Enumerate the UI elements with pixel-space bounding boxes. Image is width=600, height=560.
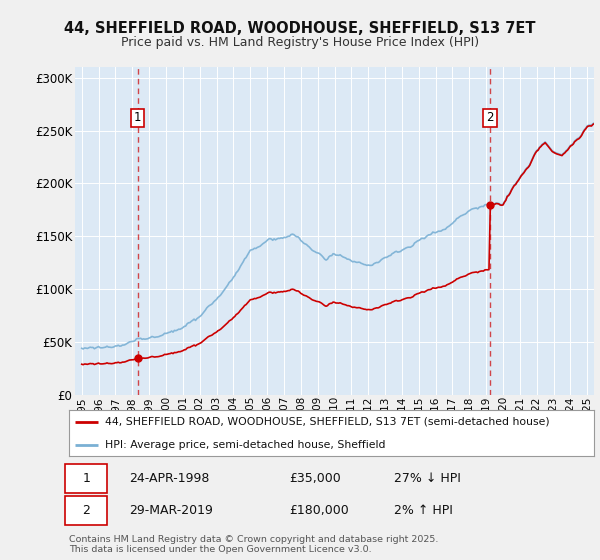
Text: £180,000: £180,000	[290, 504, 349, 517]
Text: HPI: Average price, semi-detached house, Sheffield: HPI: Average price, semi-detached house,…	[105, 440, 385, 450]
Text: 29-MAR-2019: 29-MAR-2019	[130, 504, 213, 517]
Text: 24-APR-1998: 24-APR-1998	[130, 472, 210, 486]
Text: 1: 1	[82, 472, 90, 486]
Text: 2: 2	[82, 504, 90, 517]
FancyBboxPatch shape	[65, 464, 107, 493]
Text: 2% ↑ HPI: 2% ↑ HPI	[395, 504, 454, 517]
Text: Price paid vs. HM Land Registry's House Price Index (HPI): Price paid vs. HM Land Registry's House …	[121, 36, 479, 49]
Text: 44, SHEFFIELD ROAD, WOODHOUSE, SHEFFIELD, S13 7ET (semi-detached house): 44, SHEFFIELD ROAD, WOODHOUSE, SHEFFIELD…	[105, 417, 550, 427]
Text: 1: 1	[134, 111, 141, 124]
Text: £35,000: £35,000	[290, 472, 341, 486]
Text: 27% ↓ HPI: 27% ↓ HPI	[395, 472, 461, 486]
Text: 44, SHEFFIELD ROAD, WOODHOUSE, SHEFFIELD, S13 7ET: 44, SHEFFIELD ROAD, WOODHOUSE, SHEFFIELD…	[64, 21, 536, 36]
Text: Contains HM Land Registry data © Crown copyright and database right 2025.
This d: Contains HM Land Registry data © Crown c…	[69, 535, 439, 554]
Text: 2: 2	[487, 111, 494, 124]
FancyBboxPatch shape	[65, 496, 107, 525]
